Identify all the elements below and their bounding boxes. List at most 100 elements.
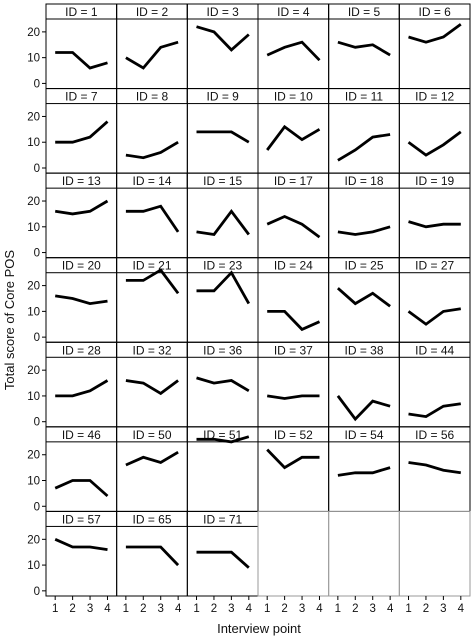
panel: ID = 5 [328,3,400,90]
panel-label: ID = 6 [418,5,451,19]
panel-label: ID = 15 [203,174,242,188]
panel-label: ID = 38 [344,343,383,357]
series-line [196,376,250,393]
panel-label: ID = 4 [277,5,310,19]
series-line [54,479,109,498]
series-line [125,545,180,567]
panel: ID = 4 [257,3,330,90]
series-line [55,120,109,144]
panel-label: ID = 27 [415,259,454,273]
panel: ID = 23 [186,257,259,343]
x-tick-label: 2 [69,603,75,615]
panel-label: ID = 71 [203,512,242,526]
panel: ID = 38 [328,341,400,428]
panel: ID = 15 [186,172,259,259]
x-tick-label: 1 [193,603,199,615]
series-line [337,133,391,162]
y-tick-label: 10 [27,222,40,234]
panel-label: ID = 24 [274,259,313,273]
panel-label: ID = 7 [65,90,98,104]
x-tick-label: 4 [458,603,465,615]
series-line [336,395,391,422]
panel-grid: ID = 1 ID = 2 ID = 3 ID = 4 ID = 5 ID = 6 ID =… [45,3,471,597]
x-tick-label: 4 [246,603,253,615]
series-line [336,287,391,308]
panel: ID = 21 [116,257,188,343]
panel: ID = 9 [186,88,259,174]
panel: ID = 1 [45,3,118,90]
series-line [266,124,321,151]
y-tick-label: 10 [27,476,40,488]
panel-label: ID = 2 [136,5,169,19]
y-tick-label: 20 [27,27,40,39]
x-tick-label: 4 [175,603,182,615]
y-tick-label: 0 [34,332,40,344]
panel-label: ID = 9 [206,90,239,104]
panel: ID = 25 [328,257,400,343]
series-line [407,130,462,157]
y-tick-label: 10 [27,560,40,572]
panel: ID = 18 [328,172,400,259]
panel-label: ID = 14 [132,174,171,188]
series-line [125,268,180,295]
panel-label: ID = 54 [344,428,383,442]
x-tick-label: 4 [316,603,323,615]
panel-label: ID = 65 [132,512,171,526]
panel: ID = 71 [186,510,259,597]
x-tick-label: 2 [211,603,217,615]
y-tick-label: 10 [27,306,40,318]
empty-panel-frame [257,510,330,597]
series-line [125,140,179,160]
series-line [125,379,179,396]
series-line [408,402,461,419]
panel: ID = 7 [45,88,118,174]
x-tick-label: 4 [104,603,111,615]
panel: ID = 46 [45,426,118,512]
panel: ID = 19 [398,172,471,259]
panel-label: ID = 19 [415,174,454,188]
panel-label: ID = 44 [415,343,454,357]
panel: ID = 17 [257,172,330,259]
x-tick-label: 1 [52,603,58,615]
x-tick-label: 3 [87,603,93,615]
x-tick-label: 1 [405,603,411,615]
y-tick-label: 20 [27,281,40,293]
empty-panel-frame [398,510,471,597]
series-line [196,435,250,444]
x-tick-label: 1 [264,603,270,615]
x-tick-label: 3 [299,603,305,615]
series-line [196,208,250,237]
y-tick-label: 0 [34,248,40,260]
empty-panel [328,510,400,597]
panel: ID = 27 [398,257,471,343]
y-tick-label: 20 [27,534,40,546]
series-line [266,448,320,470]
panel-label: ID = 32 [132,343,171,357]
panel: ID = 36 [186,341,259,428]
y-tick-label: 0 [34,586,40,598]
series-line [55,51,108,70]
series-line [125,40,179,70]
panel-label: ID = 57 [62,512,101,526]
panel: ID = 51 [186,426,259,512]
series-line [196,550,250,569]
series-line [196,130,250,144]
panel-label: ID = 17 [274,174,313,188]
series-line [55,379,109,398]
panel: ID = 13 [45,172,118,259]
x-tick-label: 3 [440,603,446,615]
y-tick-label: 0 [34,78,40,90]
x-tick-label: 3 [370,603,376,615]
panel: ID = 2 [116,3,188,90]
series-line [267,309,321,332]
panel-label: ID = 10 [274,90,313,104]
panel-label: ID = 56 [415,428,454,442]
panel-label: ID = 36 [203,343,242,357]
y-tick-label: 10 [27,137,40,149]
panel-label: ID = 50 [132,428,171,442]
series-line [408,23,462,44]
panel-label: ID = 8 [136,90,169,104]
panel-label: ID = 13 [62,174,101,188]
panel: ID = 52 [257,426,330,512]
